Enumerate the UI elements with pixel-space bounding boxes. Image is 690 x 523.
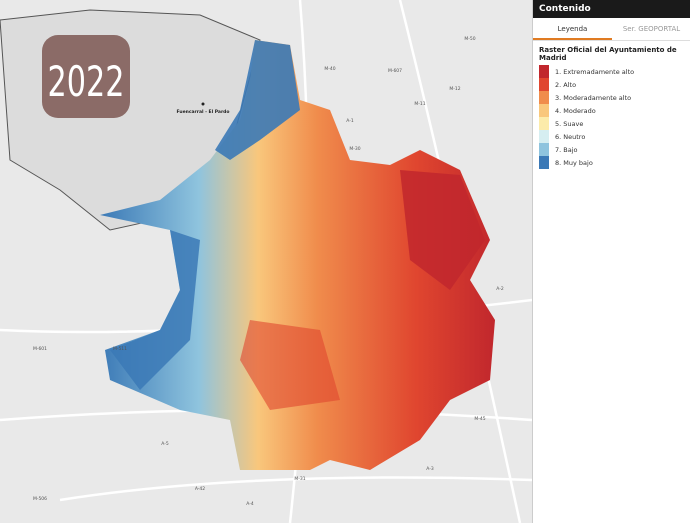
road-label: A-1 [346,118,354,124]
road-label: M-12 [449,86,460,92]
road-label: M-40 [324,66,335,72]
legend-item: 5. Suave [539,117,690,130]
road-label: A-2 [496,286,504,292]
tab[interactable]: Leyenda [533,18,612,40]
legend-item: 7. Bajo [539,143,690,156]
district-marker [201,102,205,106]
legend-swatch [539,130,549,143]
road-label: M-31 [294,476,305,482]
road-label: M-50 [464,36,475,42]
legend-swatch [539,78,549,91]
map[interactable]: 2022 Fuencarral - El Pardo M-40 M-30 M-607… [0,0,532,523]
heat-raster [100,40,495,470]
road-label: A-3 [426,466,434,472]
legend-item: 6. Neutro [539,130,690,143]
road-label: M-45 [474,416,485,422]
legend-swatch [539,65,549,78]
legend-swatch [539,117,549,130]
district-label: Fuencarral - El Pardo [177,109,230,115]
legend-label: 3. Moderadamente alto [555,93,632,102]
legend-swatch [539,156,549,169]
road-label: A-42 [195,486,205,492]
legend-label: 1. Extremadamente alto [555,67,635,76]
heat-barajas [400,170,485,290]
legend-swatch [539,91,549,104]
legend-label: 7. Bajo [555,145,578,154]
legend-item: 3. Moderadamente alto [539,91,690,104]
legend-swatch [539,104,549,117]
legend-title: Raster Oficial del Ayuntamiento de Madri… [539,46,677,62]
legend-label: 4. Moderado [555,106,596,115]
road-label: A-4 [246,501,254,507]
year-badge [42,35,130,118]
heat-center [240,320,340,410]
legend-label: 6. Neutro [555,132,586,141]
road-label: M-601 [33,346,47,352]
legend: 1. Extremadamente alto 2. Alto 3. Moderada… [533,65,690,169]
tabs: Leyenda Ser. GEOPORTAL [533,18,690,41]
year-text: 2022 [48,57,125,106]
legend-label: 5. Suave [555,119,584,128]
legend-item: 2. Alto [539,78,690,91]
legend-swatch [539,143,549,156]
legend-item: 8. Muy bajo [539,156,690,169]
road-label: M-511 [113,346,127,352]
road-label: M-30 [349,146,360,152]
heat-north [215,40,300,160]
heat-casa-campo [110,230,200,390]
legend-label: 8. Muy bajo [555,158,593,167]
panel-title: Contenido [533,0,690,18]
road-label: M-506 [33,496,47,502]
side-panel: Contenido Leyenda Ser. GEOPORTAL Raster O… [532,0,690,523]
road-label: A-5 [161,441,169,447]
road-label: M-11 [414,101,425,107]
legend-item: 4. Moderado [539,104,690,117]
tab[interactable]: Ser. GEOPORTAL [622,25,681,33]
legend-item: 1. Extremadamente alto [539,65,690,78]
legend-label: 2. Alto [555,80,577,89]
road-label: M-607 [388,68,402,74]
